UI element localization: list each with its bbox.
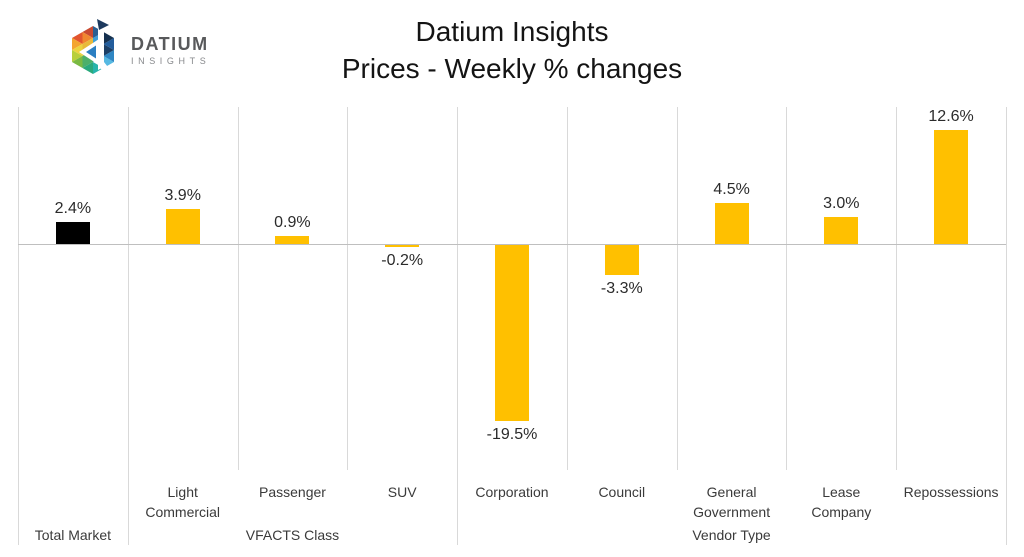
category-label-repossessions: Repossessions	[903, 484, 999, 500]
value-label-lease-company: 3.0%	[823, 194, 860, 212]
bar-repossessions	[934, 130, 969, 244]
bar-suv	[385, 245, 420, 247]
zero-axis-line	[18, 244, 1006, 245]
category-label-light-commercial: Light Commercial	[145, 484, 221, 520]
bar-corporation	[495, 245, 529, 422]
logo-text: DATIUM INSIGHTS	[131, 18, 210, 66]
chart-subtitle: Prices - Weekly % changes	[341, 53, 683, 84]
category-label-corporation: Corporation	[475, 484, 549, 500]
category-gridline	[566, 107, 568, 470]
category-gridline	[896, 107, 898, 470]
category-gridline	[237, 107, 239, 470]
chart-title: Datium Insights	[415, 16, 609, 47]
datium-logo: DATIUM INSIGHTS	[64, 18, 210, 80]
category-label-council: Council	[598, 484, 646, 500]
group-separator-line	[127, 107, 129, 545]
bar-council	[604, 245, 639, 275]
category-label-passenger: Passenger	[259, 484, 326, 500]
group-label-total-market: Total Market	[34, 527, 112, 543]
value-label-council: -3.3%	[600, 279, 643, 297]
category-gridline	[676, 107, 678, 470]
value-label-total-market: 2.4%	[54, 200, 92, 218]
logo-wordmark: DATIUM	[131, 34, 209, 54]
bar-general-government	[714, 203, 749, 244]
logo-subwordmark: INSIGHTS	[131, 56, 211, 66]
value-label-general-government: 4.5%	[713, 181, 750, 199]
value-label-passenger: 0.9%	[274, 213, 311, 231]
chart-header: Datium Insights Prices - Weekly % change…	[0, 13, 1024, 87]
category-label-lease-company: Lease Company	[811, 484, 872, 520]
bar-lease-company	[824, 216, 859, 244]
category-gridline	[347, 107, 349, 470]
datium-logo-mark	[72, 19, 114, 74]
value-label-light-commercial: 3.9%	[164, 186, 201, 204]
group-separator-line	[18, 107, 19, 545]
value-label-corporation: -19.5%	[486, 426, 538, 444]
group-label-vfacts-class: VFACTS Class	[245, 527, 340, 543]
value-label-suv: -0.2%	[381, 251, 424, 269]
group-label-vendor-type: Vendor Type	[692, 527, 771, 543]
bar-total-market	[55, 222, 90, 244]
category-gridline	[786, 107, 788, 470]
bar-passenger	[275, 235, 310, 244]
bar-light-commercial	[165, 208, 200, 244]
group-separator-line	[1006, 107, 1007, 545]
category-label-suv: SUV	[387, 484, 417, 500]
group-separator-line	[457, 107, 459, 545]
category-label-general-government: General Government	[693, 484, 771, 520]
value-label-repossessions: 12.6%	[928, 108, 974, 126]
